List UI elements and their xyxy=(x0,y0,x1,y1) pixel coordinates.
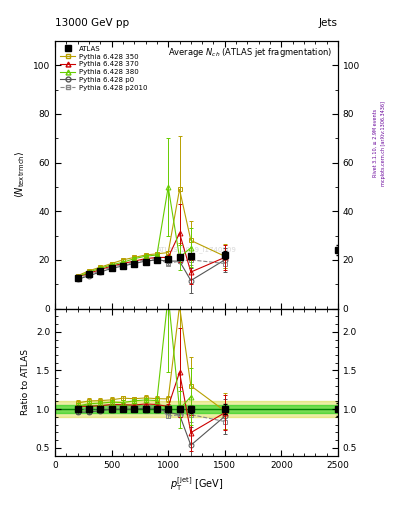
Text: Average $N_{ch}$ (ATLAS jet fragmentation): Average $N_{ch}$ (ATLAS jet fragmentatio… xyxy=(168,46,332,59)
Bar xyxy=(55,406,338,413)
Text: 13000 GeV pp: 13000 GeV pp xyxy=(55,18,129,28)
Y-axis label: Ratio to ATLAS: Ratio to ATLAS xyxy=(21,349,30,415)
Bar xyxy=(55,401,338,417)
Text: ATLAS_2019_I1740909: ATLAS_2019_I1740909 xyxy=(156,246,237,253)
Text: Jets: Jets xyxy=(319,18,338,28)
Text: mcplots.cern.ch [arXiv:1306.3436]: mcplots.cern.ch [arXiv:1306.3436] xyxy=(381,101,386,186)
Y-axis label: $\langle N_{\rm textrm{ch}}\rangle$: $\langle N_{\rm textrm{ch}}\rangle$ xyxy=(13,151,28,199)
X-axis label: $p_{\rm T}^{\rm [jet]}$ [GeV]: $p_{\rm T}^{\rm [jet]}$ [GeV] xyxy=(170,475,223,493)
Legend: ATLAS, Pythia 6.428 350, Pythia 6.428 370, Pythia 6.428 380, Pythia 6.428 p0, Py: ATLAS, Pythia 6.428 350, Pythia 6.428 37… xyxy=(59,45,149,92)
Text: Rivet 3.1.10, ≥ 2.9M events: Rivet 3.1.10, ≥ 2.9M events xyxy=(373,109,378,178)
